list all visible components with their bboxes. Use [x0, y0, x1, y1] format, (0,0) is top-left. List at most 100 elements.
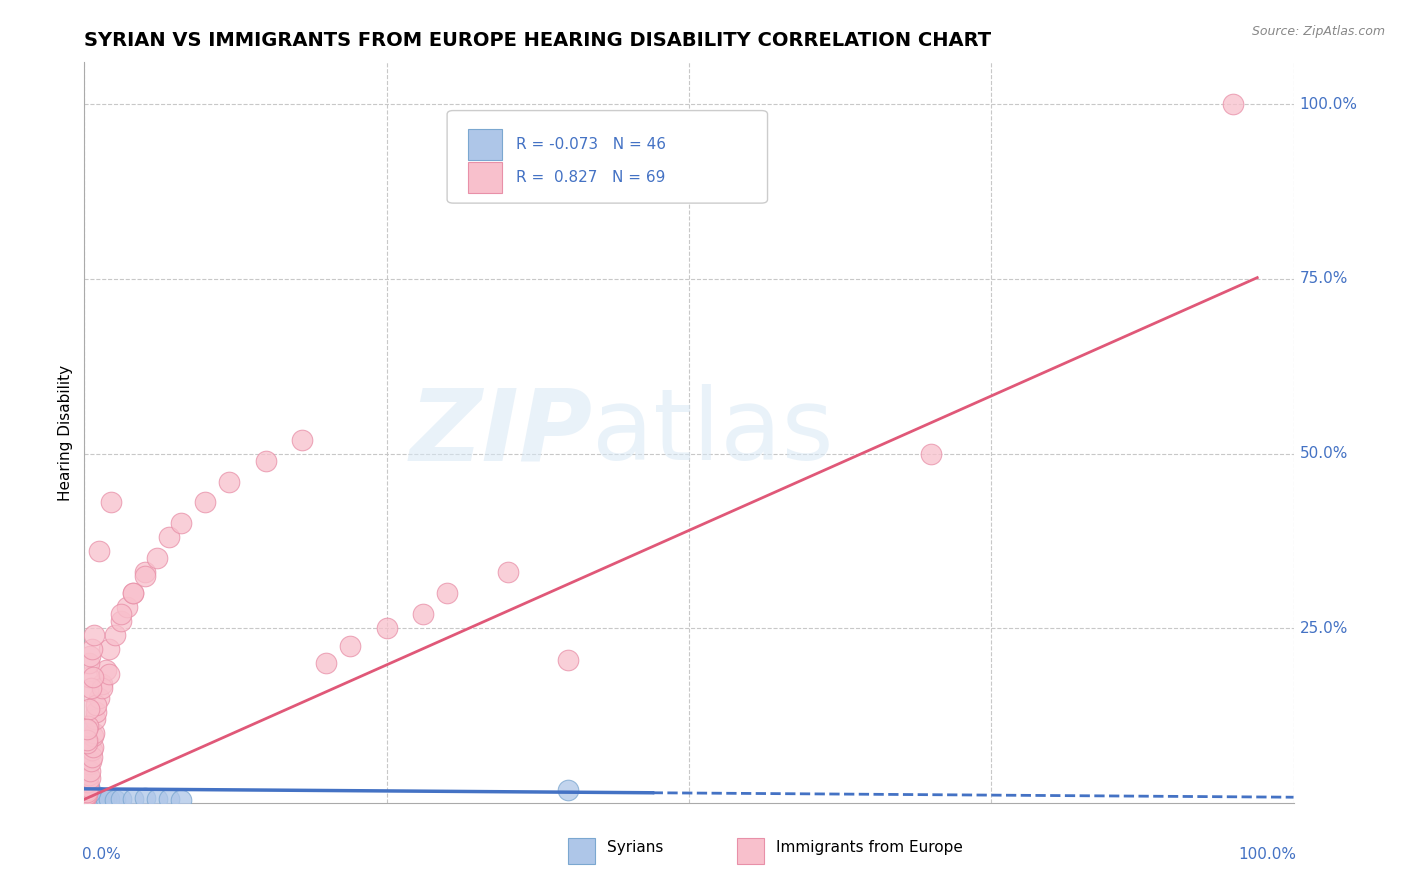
Point	[77, 780, 100, 795]
Point	[82, 791, 104, 805]
Text: ZIP: ZIP	[409, 384, 592, 481]
Point	[76, 784, 98, 798]
Point	[110, 614, 132, 628]
Point	[97, 666, 120, 681]
Point	[76, 775, 98, 789]
Point	[80, 743, 103, 757]
Point	[94, 791, 117, 805]
Point	[134, 791, 156, 805]
FancyBboxPatch shape	[468, 129, 502, 161]
Point	[436, 586, 458, 600]
Point	[80, 790, 103, 805]
Point	[80, 681, 103, 695]
Point	[146, 792, 169, 806]
Point	[79, 789, 101, 803]
Point	[76, 723, 98, 737]
Point	[104, 793, 127, 807]
Point	[557, 652, 579, 666]
Point	[76, 788, 98, 802]
Text: 100.0%: 100.0%	[1299, 97, 1358, 112]
Point	[76, 772, 98, 786]
Point	[412, 607, 434, 622]
Point	[79, 764, 101, 779]
Point	[94, 663, 117, 677]
Point	[291, 433, 314, 447]
Point	[77, 701, 100, 715]
Point	[75, 726, 97, 740]
Point	[134, 566, 156, 580]
Point	[80, 642, 103, 657]
Point	[496, 566, 519, 580]
Text: R =  0.827   N = 69: R = 0.827 N = 69	[516, 170, 665, 186]
Point	[79, 785, 101, 799]
Point	[146, 551, 169, 566]
Point	[83, 726, 105, 740]
Point	[86, 790, 108, 805]
Point	[375, 621, 398, 635]
Point	[75, 785, 97, 799]
Text: 50.0%: 50.0%	[1299, 446, 1348, 461]
Point	[76, 736, 98, 750]
Point	[79, 791, 101, 805]
Y-axis label: Hearing Disability: Hearing Disability	[58, 365, 73, 500]
FancyBboxPatch shape	[468, 162, 502, 194]
Point	[76, 778, 98, 792]
Text: 25.0%: 25.0%	[1299, 621, 1348, 636]
Point	[76, 778, 98, 792]
Point	[91, 681, 114, 695]
Text: 75.0%: 75.0%	[1299, 271, 1348, 286]
Point	[80, 754, 103, 768]
Point	[77, 670, 100, 684]
Point	[121, 586, 143, 600]
Point	[76, 733, 98, 747]
Point	[121, 586, 143, 600]
Point	[73, 790, 96, 805]
Point	[87, 792, 110, 806]
Point	[82, 750, 104, 764]
Point	[115, 600, 138, 615]
Point	[75, 739, 97, 754]
Point	[83, 793, 105, 807]
Point	[110, 792, 132, 806]
Point	[121, 791, 143, 805]
Text: atlas: atlas	[592, 384, 834, 481]
Point	[73, 792, 96, 806]
Text: Immigrants from Europe: Immigrants from Europe	[776, 839, 963, 855]
FancyBboxPatch shape	[447, 111, 768, 203]
Point	[104, 628, 127, 642]
Point	[76, 783, 98, 797]
Point	[77, 684, 100, 698]
Point	[90, 791, 112, 805]
Point	[75, 785, 97, 799]
FancyBboxPatch shape	[737, 838, 763, 863]
Point	[97, 642, 120, 657]
Point	[86, 705, 108, 719]
Point	[75, 790, 97, 805]
Point	[83, 628, 105, 642]
Point	[194, 495, 217, 509]
Text: Syrians: Syrians	[607, 839, 664, 855]
Point	[84, 792, 107, 806]
Point	[79, 772, 101, 786]
Point	[77, 787, 100, 801]
Point	[86, 791, 108, 805]
Point	[86, 698, 108, 712]
Point	[77, 656, 100, 670]
Point	[77, 780, 100, 795]
Point	[76, 789, 98, 804]
Point	[134, 569, 156, 583]
Point	[75, 781, 97, 796]
Text: R = -0.073   N = 46: R = -0.073 N = 46	[516, 137, 666, 153]
Text: SYRIAN VS IMMIGRANTS FROM EUROPE HEARING DISABILITY CORRELATION CHART: SYRIAN VS IMMIGRANTS FROM EUROPE HEARING…	[84, 30, 991, 50]
Point	[315, 656, 337, 670]
Point	[91, 677, 114, 691]
Text: 100.0%: 100.0%	[1237, 847, 1296, 863]
Point	[254, 453, 277, 467]
Point	[82, 791, 104, 805]
Point	[76, 792, 98, 806]
Point	[170, 516, 193, 531]
Point	[75, 775, 97, 789]
Point	[77, 781, 100, 796]
Point	[82, 739, 104, 754]
Point	[920, 446, 942, 460]
